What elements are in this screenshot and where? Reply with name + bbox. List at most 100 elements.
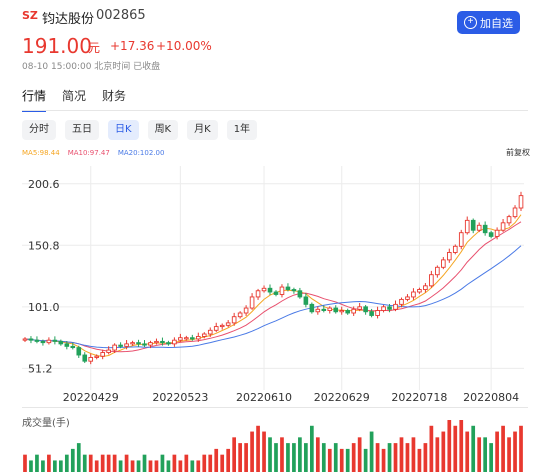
candle: [88, 353, 94, 365]
candle: [345, 308, 351, 315]
volume-bar: [214, 448, 219, 472]
volume-bar: [178, 460, 183, 472]
candle: [166, 340, 171, 346]
candle-body: [243, 307, 249, 314]
candle: [512, 205, 518, 219]
candle: [243, 305, 249, 316]
volume-bar: [136, 460, 141, 472]
candle: [184, 335, 189, 341]
candlestick-chart[interactable]: 200.6 150.8 101.0 51.2 20220429 20220523 20220…: [0, 160, 550, 408]
volume-bar: [196, 460, 201, 472]
volume-bar: [399, 437, 404, 472]
period-daily-k[interactable]: 日K: [108, 120, 139, 140]
candle-body: [279, 286, 285, 295]
period-one-year[interactable]: 1年: [226, 120, 258, 140]
period-weekly-k[interactable]: 周K: [147, 120, 179, 140]
period-five-day[interactable]: 五日: [65, 120, 99, 140]
candle: [261, 285, 267, 293]
candle-body: [494, 229, 500, 237]
add-to-watchlist-button[interactable]: + 加自选: [457, 11, 520, 34]
candle: [154, 338, 159, 345]
volume-bar: [429, 425, 434, 472]
candle: [201, 332, 207, 339]
candle: [58, 339, 64, 346]
candle: [130, 340, 135, 346]
volume-bar: [471, 425, 476, 472]
x-tick-label: 20220629: [314, 391, 370, 404]
candle-body: [94, 355, 100, 358]
candle: [106, 346, 111, 355]
candle-body: [488, 232, 494, 237]
volume-bar: [327, 448, 332, 472]
volume-bar: [106, 454, 111, 472]
volume-bar: [94, 460, 99, 472]
candle: [100, 349, 105, 360]
candle: [207, 327, 213, 337]
candle: [321, 305, 327, 313]
volume-bar: [35, 454, 39, 472]
tab-finance[interactable]: 财务: [102, 89, 127, 103]
candle: [494, 227, 500, 240]
volume-bar: [148, 460, 153, 472]
candle-body: [345, 310, 351, 314]
volume-bar: [280, 437, 284, 472]
candle-body: [327, 307, 333, 311]
volume-bar: [304, 443, 308, 472]
candle: [273, 290, 279, 297]
volume-bar: [53, 460, 57, 472]
candle: [70, 342, 76, 350]
candle: [231, 312, 237, 326]
candle-body: [207, 329, 213, 335]
volume-bar: [220, 454, 225, 472]
candle-body: [213, 326, 219, 331]
candle: [327, 306, 333, 314]
tab-overview[interactable]: 简况: [62, 89, 87, 103]
volume-bar: [387, 443, 392, 472]
x-tick-label: 20220610: [236, 391, 292, 404]
ma10-line: [24, 221, 522, 353]
stock-name: 钧达股份: [42, 12, 95, 27]
volume-bar: [47, 454, 51, 472]
candle-body: [500, 222, 506, 231]
volume-bar: [375, 443, 380, 472]
candle: [178, 333, 183, 343]
tab-market[interactable]: 行情: [22, 87, 47, 112]
candle-body: [369, 311, 374, 316]
volume-bar: [244, 443, 248, 472]
candle-body: [441, 259, 446, 268]
volume-bar: [262, 431, 266, 472]
candle-body: [34, 339, 40, 342]
candle: [255, 288, 261, 300]
y-tick-label: 200.6: [28, 178, 60, 191]
candle-body: [106, 349, 111, 353]
candle: [333, 305, 339, 314]
volume-bar: [172, 454, 177, 472]
volume-bar: [363, 448, 368, 472]
candle-body: [387, 306, 392, 310]
candle: [441, 257, 446, 270]
candle: [339, 306, 345, 315]
candle-body: [339, 310, 345, 313]
candle-body: [506, 216, 512, 224]
candle-body: [52, 339, 58, 342]
candle: [237, 311, 243, 319]
candle: [291, 287, 297, 294]
x-tick-label: 20220718: [391, 391, 447, 404]
candle: [124, 340, 129, 350]
candle-body: [315, 308, 321, 313]
volume-bar: [58, 460, 63, 472]
volume-bar: [489, 443, 493, 472]
period-intraday[interactable]: 分时: [22, 120, 56, 140]
volume-bar: [250, 431, 254, 472]
volume-bar: [339, 448, 344, 472]
candle-body: [411, 291, 416, 298]
volume-bar: [477, 437, 482, 472]
candle: [500, 218, 506, 233]
volume-bar: [100, 454, 105, 472]
candle-body: [261, 287, 267, 292]
period-monthly-k[interactable]: 月K: [187, 120, 218, 140]
candle-body: [464, 219, 470, 234]
candle-body: [76, 347, 82, 356]
candle-body: [273, 291, 279, 295]
candle-body: [88, 357, 94, 362]
